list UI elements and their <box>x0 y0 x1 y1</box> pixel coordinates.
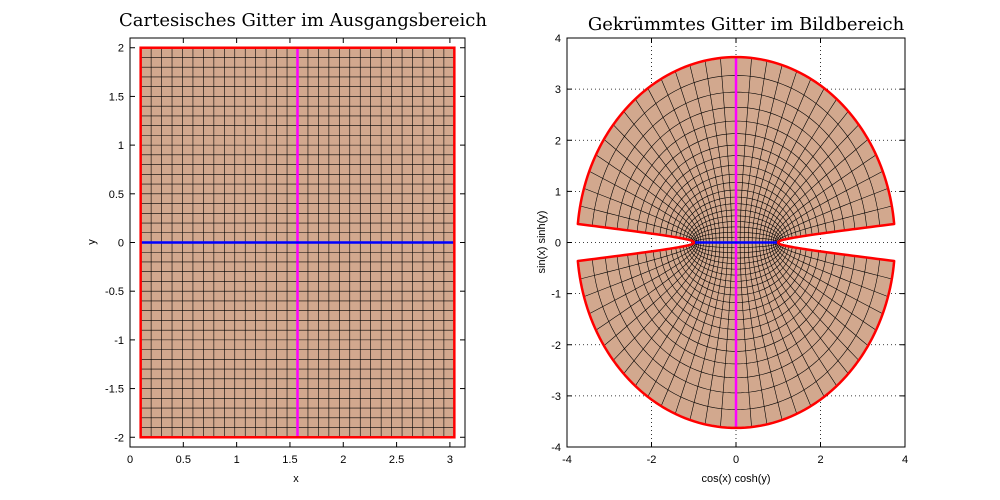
right-plot-area: -4 -2 0 2 4 -4 -3 -2 -1 0 1 2 3 4 <box>551 33 908 466</box>
right-x-tick-label: -2 <box>647 454 657 466</box>
left-chart-title: Cartesisches Gitter im Ausgangsbereich <box>119 10 487 31</box>
left-y-tick-label: -1 <box>114 335 124 347</box>
left-x-tick-label: 0.5 <box>176 454 191 466</box>
right-y-tick-label: 4 <box>555 33 561 45</box>
left-plot-area: 0 0.5 1 1.5 2 2.5 3 -2 -1.5 -1 -0.5 0 0.5 1 1.5 2 <box>105 37 466 466</box>
right-x-tick-label: -4 <box>562 454 572 466</box>
right-y-tick-label: 3 <box>555 84 561 96</box>
left-x-tick-label: 3 <box>447 454 453 466</box>
right-domain-border <box>576 55 896 430</box>
right-chart: Gekrümmtes Gitter im Bildbereich -4 -2 0 2 4… <box>536 14 908 485</box>
right-y-tick-label: -2 <box>551 340 561 352</box>
left-chart: Cartesisches Gitter im Ausgangsbereich 0… <box>86 10 487 485</box>
right-y-tick-label: -3 <box>551 391 561 403</box>
right-x-axis-label: cos(x) cosh(y) <box>701 473 770 485</box>
left-y-tick-label: -2 <box>114 432 124 444</box>
left-y-tick-label: 1 <box>118 140 124 152</box>
left-y-tick-label: 0 <box>118 238 124 250</box>
left-x-axis-label: x <box>293 473 299 485</box>
right-y-tick-label: -4 <box>551 442 561 454</box>
right-y-tick-label: 2 <box>555 135 561 147</box>
right-x-tick-label: 4 <box>902 454 908 466</box>
left-x-tick-label: 0 <box>127 454 133 466</box>
left-y-tick-label: -1.5 <box>105 384 124 396</box>
left-domain-border <box>139 46 456 439</box>
right-x-tick-label: 0 <box>733 454 739 466</box>
left-y-tick-label: 1.5 <box>109 91 124 103</box>
right-y-axis-label: sin(x) sinh(y) <box>536 211 548 274</box>
left-y-axis-label: y <box>86 239 98 245</box>
left-x-tick-label: 1.5 <box>282 454 297 466</box>
left-x-tick-label: 2.5 <box>389 454 404 466</box>
left-x-tick-label: 2 <box>340 454 346 466</box>
left-x-tick-label: 1 <box>234 454 240 466</box>
right-y-tick-label: 1 <box>555 186 561 198</box>
right-y-tick-label: 0 <box>555 238 561 250</box>
right-chart-title: Gekrümmtes Gitter im Bildbereich <box>588 14 905 35</box>
right-y-tick-label: -1 <box>551 289 561 301</box>
left-y-tick-label: 2 <box>118 43 124 55</box>
left-y-tick-label: 0.5 <box>109 189 124 201</box>
right-x-tick-label: 2 <box>817 454 823 466</box>
left-y-tick-label: -0.5 <box>105 286 124 298</box>
